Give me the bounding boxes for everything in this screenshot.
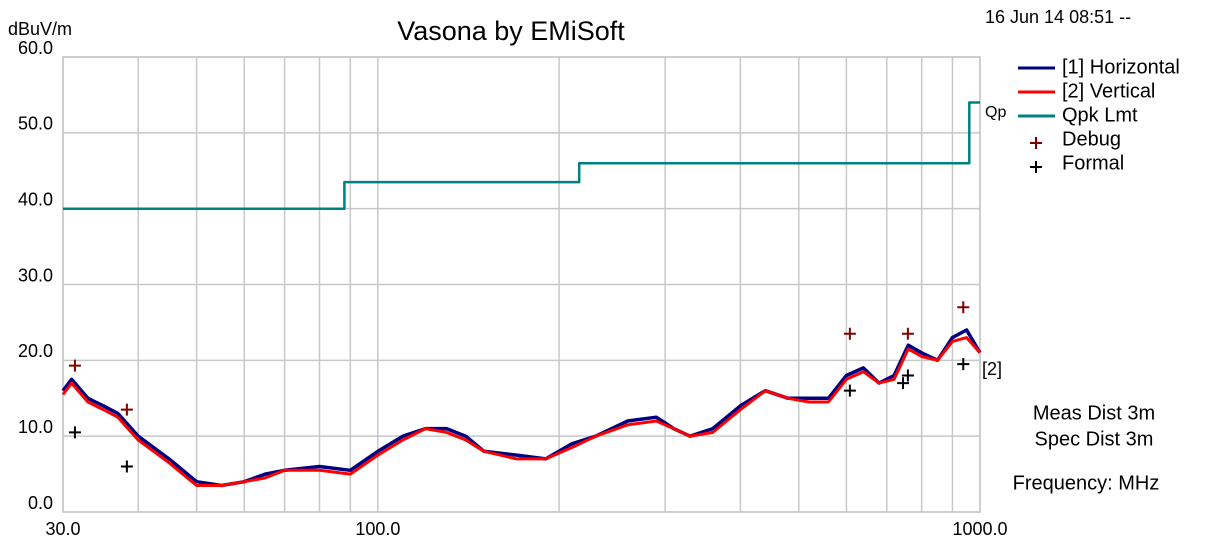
trace (63, 101, 980, 210)
y-tick-label: 20.0 (18, 341, 53, 361)
x-tick-label: 100.0 (355, 519, 400, 539)
marker (843, 384, 856, 397)
x-tick-label: 30.0 (45, 519, 80, 539)
legend-swatch (1030, 137, 1042, 149)
legend-label: Qpk Lmt (1062, 104, 1138, 126)
y-tick-label: 10.0 (18, 417, 53, 437)
legend-swatch (1030, 161, 1042, 173)
legend-label: [1] Horizontal (1062, 56, 1180, 78)
marker (901, 369, 914, 382)
y-tick-label: 0.0 (28, 493, 53, 513)
y-axis-label: dBuV/m (8, 19, 72, 39)
trace (61, 336, 982, 487)
marker (901, 327, 914, 340)
annotation: Meas Dist 3m (1033, 402, 1155, 424)
y-tick-label: 50.0 (18, 114, 53, 134)
marker (957, 358, 970, 371)
legend-label: Formal (1062, 152, 1124, 174)
annotation: Frequency: MHz (1013, 472, 1160, 494)
marker (68, 426, 81, 439)
marker (843, 327, 856, 340)
marker (957, 301, 970, 314)
annotation: Spec Dist 3m (1035, 428, 1154, 450)
legend-label: [2] Vertical (1062, 80, 1155, 102)
timestamp: 16 Jun 14 08:51 -- (985, 7, 1131, 27)
marker (120, 403, 133, 416)
plot-frame (62, 56, 981, 513)
annotation: Qp (985, 104, 1006, 121)
chart-title: Vasona by EMiSoft (397, 16, 625, 46)
marker (897, 377, 910, 390)
y-tick-label: 60.0 (18, 38, 53, 58)
marker (68, 359, 81, 372)
annotation: [2] (982, 359, 1002, 379)
x-tick-label: 1000.0 (952, 519, 1007, 539)
marker (120, 460, 133, 473)
legend-label: Debug (1062, 128, 1121, 150)
y-tick-label: 30.0 (18, 265, 53, 285)
y-tick-label: 40.0 (18, 189, 53, 209)
